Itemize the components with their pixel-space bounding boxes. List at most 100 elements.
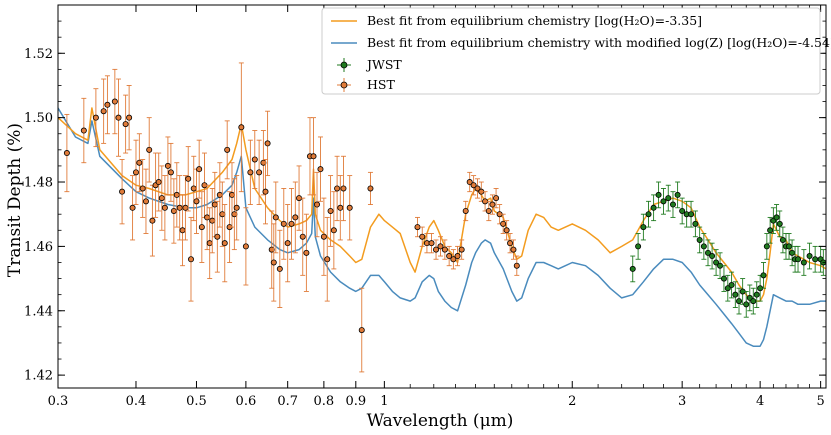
x-tick-label: 0.6 bbox=[236, 394, 257, 409]
hst-point bbox=[337, 175, 344, 241]
hst-point bbox=[170, 178, 177, 244]
jwst-point bbox=[736, 287, 743, 315]
jwst-point bbox=[669, 191, 676, 218]
hst-point bbox=[158, 165, 165, 231]
hst-point bbox=[489, 194, 496, 215]
hst-point bbox=[198, 191, 205, 263]
y-tick-label: 1.44 bbox=[24, 304, 53, 319]
hst-point bbox=[251, 130, 258, 189]
hst-point bbox=[292, 181, 299, 254]
jwst-point bbox=[696, 226, 703, 254]
hst-point bbox=[513, 255, 520, 276]
series-line-modified-z bbox=[58, 107, 826, 347]
hst-point bbox=[419, 226, 426, 247]
hst-point bbox=[132, 139, 139, 205]
hst-point bbox=[242, 207, 249, 286]
y-tick-label: 1.52 bbox=[24, 47, 53, 62]
legend-box bbox=[321, 7, 821, 95]
hst-point bbox=[280, 188, 287, 260]
hst-point bbox=[256, 139, 263, 205]
jwst-point bbox=[713, 249, 720, 276]
y-axis: 1.42 1.44 1.46 1.48 1.50 1.52 bbox=[24, 4, 826, 384]
hst-point bbox=[216, 162, 223, 228]
hst-point bbox=[182, 175, 189, 241]
hst-point bbox=[450, 249, 457, 270]
hst-point bbox=[104, 75, 111, 135]
hst-point bbox=[507, 233, 514, 254]
jwst-point bbox=[776, 210, 783, 238]
jwst-point bbox=[739, 278, 746, 305]
hst-point bbox=[272, 181, 279, 254]
hst-point bbox=[503, 220, 510, 241]
hst-point bbox=[454, 245, 461, 267]
hst-point bbox=[119, 159, 126, 225]
hst-point bbox=[310, 117, 317, 196]
jwst-point bbox=[800, 249, 807, 276]
x-axis: 0.3 0.4 0.5 0.6 0.7 0.8 0.9 1 2 3 4 5 bbox=[48, 5, 825, 409]
hst-point bbox=[187, 216, 194, 302]
hst-point bbox=[122, 94, 129, 154]
legend-label-modified-z: Best fit from equilibrium chemistry with… bbox=[367, 35, 831, 50]
hst-point bbox=[299, 197, 306, 276]
hst-point bbox=[493, 188, 500, 209]
hst-point bbox=[474, 178, 481, 199]
hst-point bbox=[367, 171, 374, 205]
legend: Best fit from equilibrium chemistry [log… bbox=[321, 7, 831, 95]
hst-point bbox=[260, 130, 267, 196]
hst-point bbox=[167, 142, 174, 202]
y-tick-label: 1.42 bbox=[24, 369, 53, 384]
legend-swatch-jwst bbox=[337, 58, 351, 72]
plot-frame bbox=[57, 4, 827, 389]
hst-point bbox=[317, 136, 324, 202]
jwst-point bbox=[688, 200, 695, 228]
y-tick-label: 1.50 bbox=[24, 111, 53, 126]
hst-point bbox=[115, 78, 122, 157]
jwst-point bbox=[629, 255, 636, 283]
hst-point bbox=[193, 168, 200, 234]
legend-label-equilibrium: Best fit from equilibrium chemistry [log… bbox=[367, 13, 702, 28]
hst-point bbox=[136, 133, 143, 193]
hst-point bbox=[247, 139, 254, 205]
hst-point bbox=[288, 188, 295, 260]
x-tick-label: 0.8 bbox=[314, 394, 335, 409]
jwst-point bbox=[650, 194, 657, 222]
jwst-point bbox=[812, 245, 819, 273]
y-axis-label: Transit Depth (%) bbox=[5, 123, 25, 277]
hst-point bbox=[458, 239, 465, 260]
x-axis-label: Wavelength (μm) bbox=[367, 411, 514, 431]
jwst-point bbox=[789, 239, 796, 267]
jwst-point bbox=[795, 245, 802, 273]
jwst-point bbox=[660, 188, 667, 215]
hst-point bbox=[179, 194, 186, 267]
jwst-point bbox=[645, 200, 652, 228]
hst-point bbox=[190, 155, 197, 222]
jwst-point bbox=[720, 265, 727, 292]
x-tick-label: 2 bbox=[568, 394, 576, 409]
hst-point bbox=[296, 165, 303, 231]
jwst-point bbox=[750, 287, 757, 315]
hst-point bbox=[303, 213, 310, 292]
hst-point bbox=[129, 175, 136, 241]
y-tick-label: 1.48 bbox=[24, 176, 53, 191]
hst-point bbox=[327, 175, 334, 247]
x-tick-label: 0.4 bbox=[126, 394, 147, 409]
jwst-point bbox=[773, 204, 780, 231]
hst-point bbox=[196, 139, 203, 199]
jwst-point bbox=[770, 207, 777, 234]
jwst-point bbox=[709, 242, 716, 270]
hst-point bbox=[428, 233, 435, 254]
x-tick-label: 4 bbox=[756, 394, 764, 409]
hst-point bbox=[346, 175, 353, 241]
jwst-point bbox=[635, 233, 642, 260]
hst-point bbox=[111, 68, 118, 135]
hst-point bbox=[314, 171, 321, 238]
hst-point bbox=[92, 88, 99, 148]
hst-point bbox=[485, 200, 492, 222]
jwst-point bbox=[746, 284, 753, 312]
y-tick-label: 1.46 bbox=[24, 240, 53, 255]
jwst-point bbox=[655, 181, 662, 209]
hst-point bbox=[270, 223, 277, 302]
jwst-point bbox=[779, 226, 786, 254]
hst-point bbox=[330, 191, 337, 270]
hst-point bbox=[276, 229, 283, 308]
